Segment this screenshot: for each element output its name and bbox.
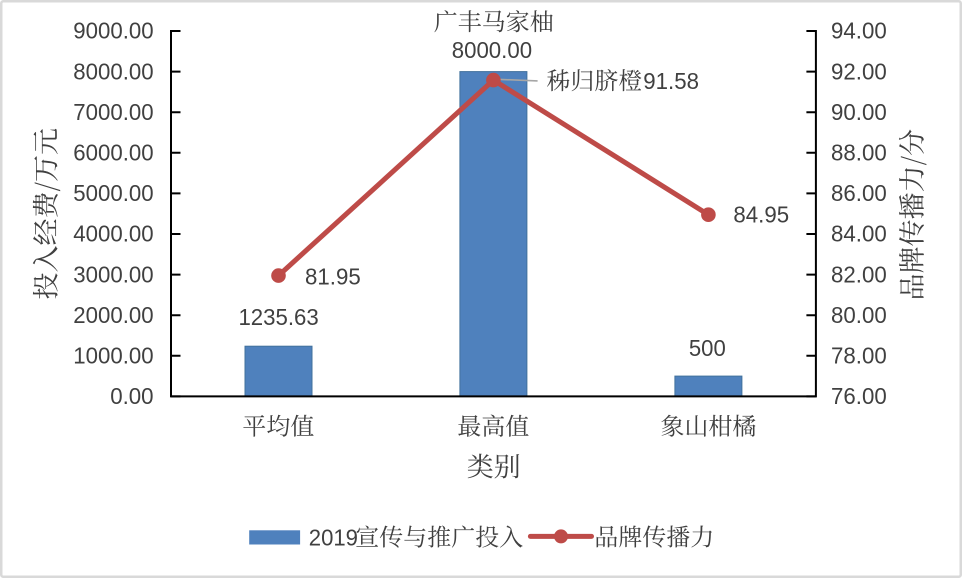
- svg-text:1000.00: 1000.00: [73, 343, 153, 369]
- svg-text:91.58: 91.58: [643, 68, 699, 94]
- svg-text:78.00: 78.00: [831, 343, 887, 369]
- svg-text:84.95: 84.95: [733, 202, 789, 228]
- svg-text:82.00: 82.00: [831, 261, 887, 287]
- svg-text:8000.00: 8000.00: [452, 37, 532, 63]
- svg-text:2000.00: 2000.00: [73, 302, 153, 328]
- svg-text:3000.00: 3000.00: [73, 261, 153, 287]
- svg-text:9000.00: 9000.00: [73, 18, 153, 44]
- svg-text:84.00: 84.00: [831, 221, 887, 247]
- svg-text:500: 500: [689, 335, 726, 361]
- svg-text:88.00: 88.00: [831, 140, 887, 166]
- svg-text:81.95: 81.95: [305, 263, 361, 289]
- svg-text:2019: 2019: [309, 525, 358, 551]
- svg-text:7000.00: 7000.00: [73, 99, 153, 125]
- svg-text:80.00: 80.00: [831, 302, 887, 328]
- svg-text:90.00: 90.00: [831, 99, 887, 125]
- svg-text:4000.00: 4000.00: [73, 221, 153, 247]
- svg-text:86.00: 86.00: [831, 180, 887, 206]
- svg-text:6000.00: 6000.00: [73, 140, 153, 166]
- svg-text:0.00: 0.00: [110, 383, 153, 409]
- svg-text:1235.63: 1235.63: [238, 304, 318, 330]
- svg-text:76.00: 76.00: [831, 383, 887, 409]
- svg-text:8000.00: 8000.00: [73, 58, 153, 84]
- svg-text:92.00: 92.00: [831, 58, 887, 84]
- svg-text:94.00: 94.00: [831, 18, 887, 44]
- svg-text:5000.00: 5000.00: [73, 180, 153, 206]
